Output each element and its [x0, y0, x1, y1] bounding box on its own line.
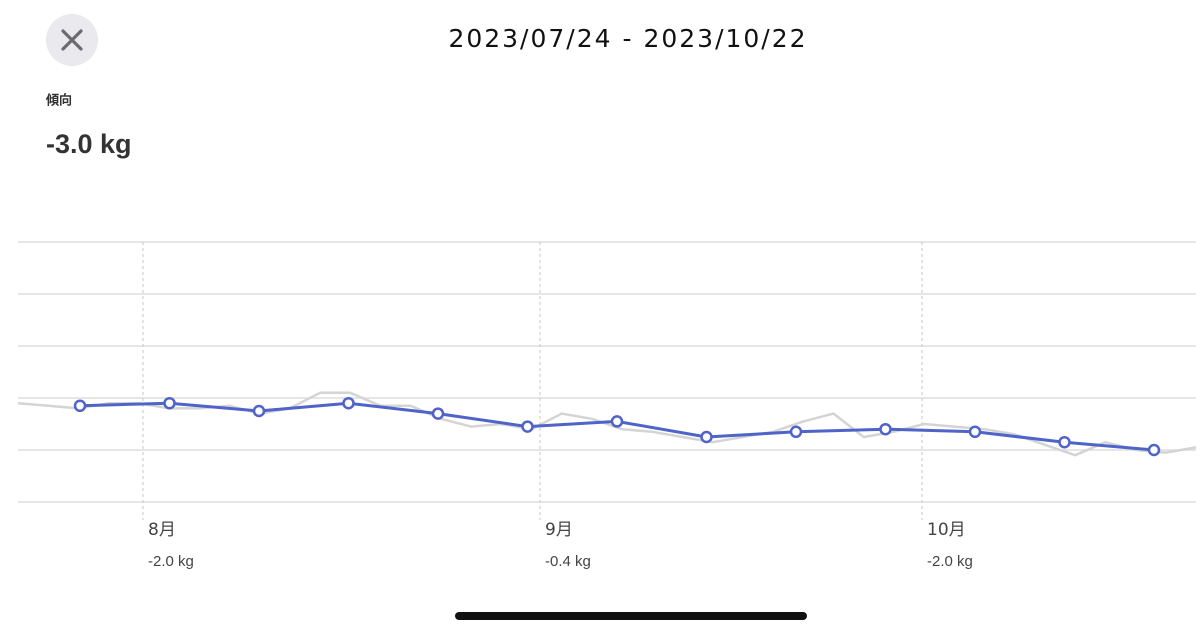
trend-point: [968, 425, 982, 439]
trend-point: [163, 396, 176, 410]
month-label: 10月: [927, 520, 966, 540]
trend-point: [73, 399, 87, 413]
month-label: 8月: [148, 520, 176, 540]
trend-point: [521, 420, 534, 433]
trend-point: [252, 404, 266, 418]
trend-point: [789, 425, 803, 439]
trend-point: [342, 396, 355, 410]
home-indicator: [455, 612, 807, 620]
trend-point: [1147, 443, 1161, 457]
trend-point: [700, 430, 713, 444]
grid: [18, 241, 1196, 503]
trend-point: [1058, 435, 1071, 449]
trend-point: [431, 407, 445, 420]
daily-line: [17, 391, 1197, 457]
trend-point: [879, 422, 892, 436]
month-change: -2.0 kg: [927, 553, 973, 570]
month-label: 9月: [545, 520, 573, 540]
trend-label: 傾向: [45, 93, 72, 109]
trend-value: -3.0 kg: [46, 129, 132, 159]
date-range: 2023/07/24 - 2023/10/22: [448, 24, 807, 53]
trend-point: [610, 415, 624, 428]
month-change: -0.4 kg: [545, 553, 591, 570]
close-icon: [61, 29, 83, 51]
month-change: -2.0 kg: [148, 553, 194, 570]
